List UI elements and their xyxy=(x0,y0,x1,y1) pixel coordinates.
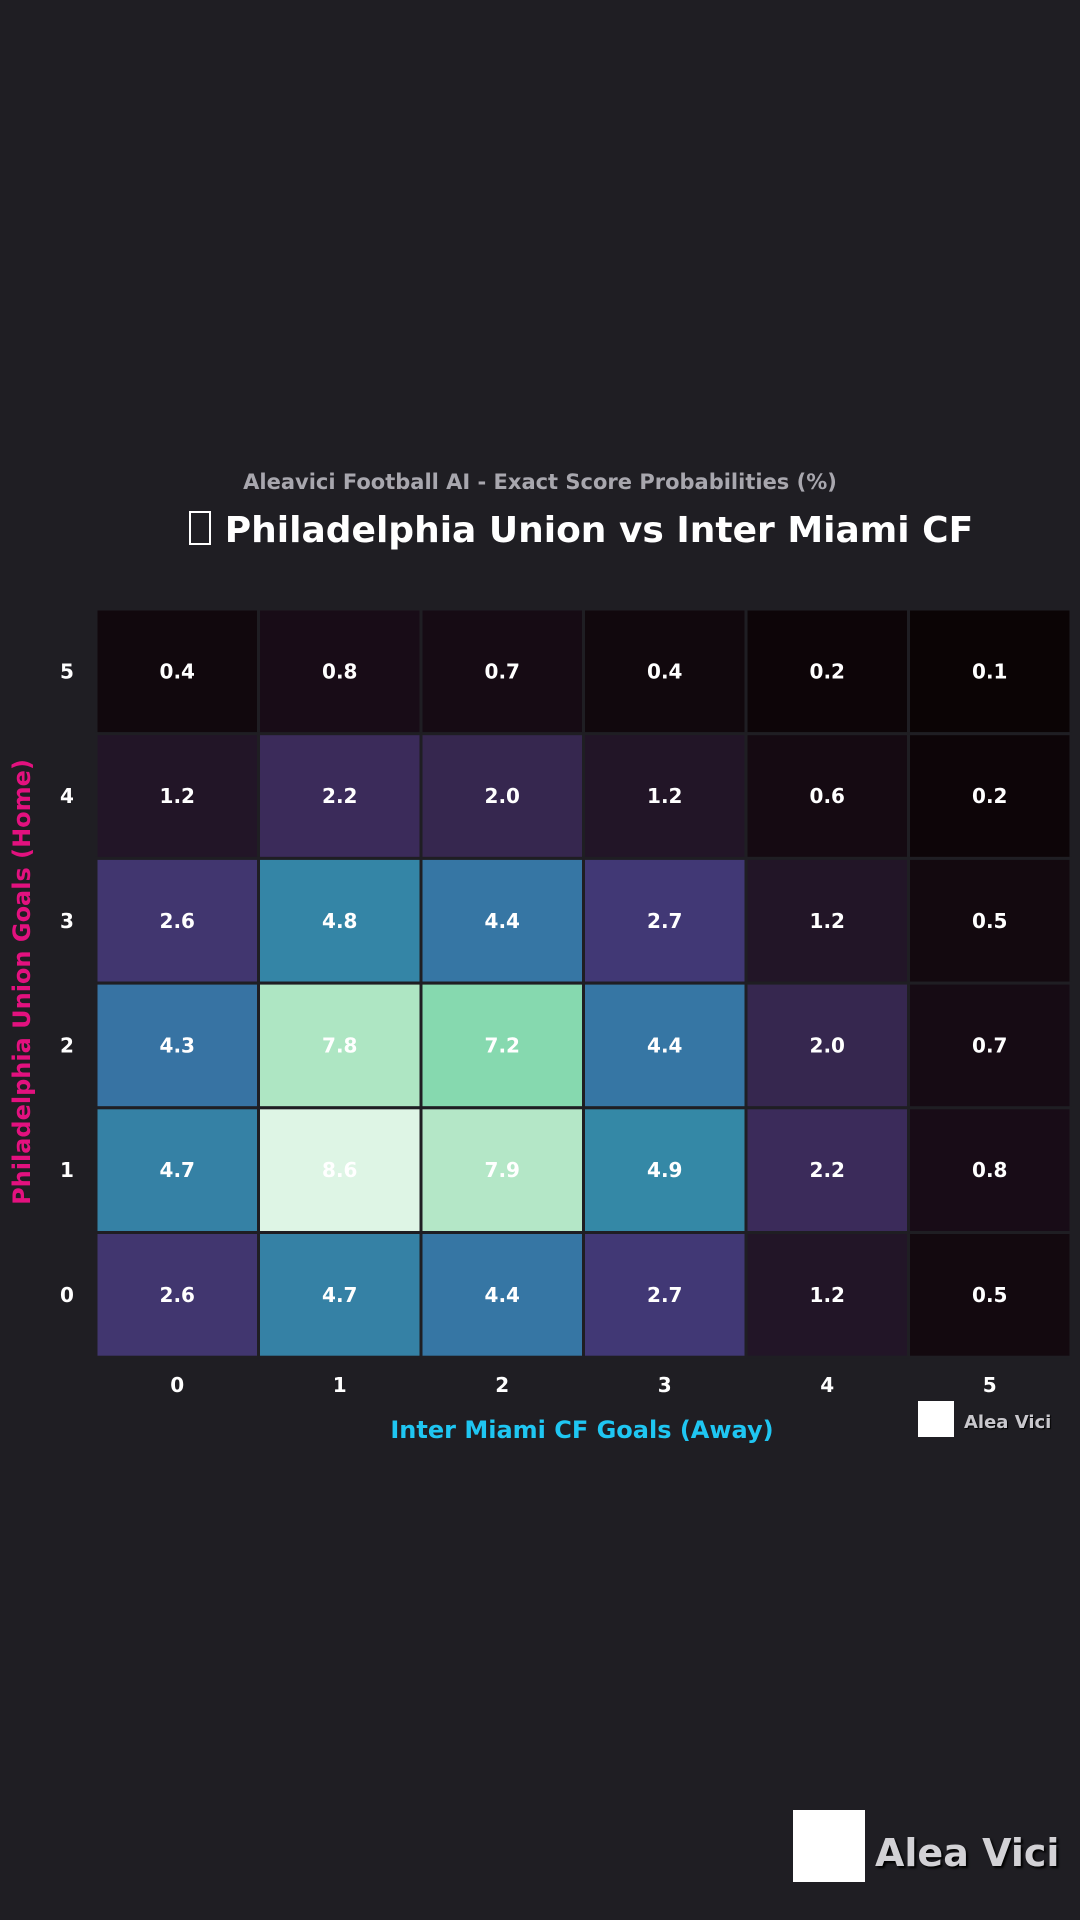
heatmap-cell xyxy=(907,607,1073,736)
y-tick-label: 1 xyxy=(60,1158,74,1182)
cell-value-label: 2.6 xyxy=(160,1283,195,1307)
heatmap-cell xyxy=(907,856,1073,985)
cell-value-label: 2.2 xyxy=(810,1158,845,1182)
y-tick-label: 2 xyxy=(60,1033,74,1057)
y-tick-label: 5 xyxy=(60,659,74,683)
heatmap-cell xyxy=(419,732,585,860)
heatmap-cell xyxy=(744,981,910,1110)
heatmap-cell xyxy=(419,981,585,1110)
cell-value-label: 7.2 xyxy=(485,1033,520,1057)
cell-value-label: 0.1 xyxy=(972,659,1007,683)
brand-logo-small xyxy=(918,1401,954,1437)
cell-value-label: 4.7 xyxy=(322,1283,357,1307)
cell-value-label: 4.8 xyxy=(322,909,357,933)
cell-value-label: 2.0 xyxy=(485,784,520,808)
chart-title-row: Philadelphia Union vs Inter Miami CF xyxy=(0,510,1080,551)
heatmap-cell xyxy=(744,856,910,985)
x-tick-label: 5 xyxy=(983,1373,997,1397)
cell-value-label: 4.3 xyxy=(160,1033,195,1057)
cell-value-label: 0.8 xyxy=(972,1158,1007,1182)
heatmap-cell xyxy=(907,1106,1073,1235)
heatmap-cell xyxy=(419,856,585,985)
heatmap-cell xyxy=(94,607,260,736)
heatmap-cell xyxy=(257,1231,423,1359)
cell-value-label: 2.7 xyxy=(647,909,682,933)
cell-value-label: 4.4 xyxy=(485,1283,520,1307)
missing-glyph-icon xyxy=(188,511,211,545)
x-tick-label: 1 xyxy=(333,1373,347,1397)
cell-value-label: 0.4 xyxy=(160,659,195,683)
cell-value-label: 1.2 xyxy=(810,909,845,933)
cell-value-label: 4.4 xyxy=(485,909,520,933)
y-tick-label: 0 xyxy=(60,1283,74,1307)
cell-value-label: 0.2 xyxy=(972,784,1007,808)
heatmap-cell xyxy=(94,856,260,985)
heatmap-cell xyxy=(257,607,423,736)
cell-value-label: 2.6 xyxy=(160,909,195,933)
heatmap-cell xyxy=(257,856,423,985)
brand-watermark-small: Alea Vici xyxy=(964,1412,1052,1433)
heatmap-cell xyxy=(257,732,423,860)
cell-value-label: 2.2 xyxy=(322,784,357,808)
heatmap-cell xyxy=(907,732,1073,860)
cell-value-label: 0.7 xyxy=(485,659,520,683)
cell-value-label: 0.2 xyxy=(810,659,845,683)
cell-value-label: 1.2 xyxy=(810,1283,845,1307)
cell-value-label: 4.7 xyxy=(160,1158,195,1182)
cell-value-label: 0.5 xyxy=(972,909,1007,933)
cell-value-label: 0.7 xyxy=(972,1033,1007,1057)
cell-value-label: 7.9 xyxy=(485,1158,520,1182)
y-axis-label: Philadelphia Union Goals (Home) xyxy=(8,759,36,1205)
cell-value-label: 0.6 xyxy=(810,784,845,808)
chart-title: Philadelphia Union vs Inter Miami CF xyxy=(224,510,974,551)
x-axis-label: Inter Miami CF Goals (Away) xyxy=(390,1416,774,1444)
cell-value-label: 2.0 xyxy=(810,1033,845,1057)
heatmap-cell xyxy=(257,981,423,1110)
brand-watermark-large: Alea Vici xyxy=(875,1831,1060,1875)
x-tick-label: 2 xyxy=(495,1373,509,1397)
cell-value-label: 7.8 xyxy=(322,1033,357,1057)
heatmap-cell xyxy=(907,1231,1073,1359)
heatmap-cell xyxy=(907,981,1073,1110)
heatmap-cell xyxy=(582,981,748,1110)
cell-value-label: 4.4 xyxy=(647,1033,682,1057)
cell-value-label: 0.5 xyxy=(972,1283,1007,1307)
cell-value-label: 0.8 xyxy=(322,659,357,683)
heatmap-cell xyxy=(94,732,260,860)
y-tick-label: 4 xyxy=(60,784,74,808)
chart-subtitle: Aleavici Football AI - Exact Score Proba… xyxy=(243,470,837,494)
heatmap-cell xyxy=(744,732,910,860)
cell-value-label: 8.6 xyxy=(322,1158,357,1182)
heatmap-cell xyxy=(744,1106,910,1235)
cell-value-label: 1.2 xyxy=(160,784,195,808)
y-tick-label: 3 xyxy=(60,909,74,933)
cell-value-label: 4.9 xyxy=(647,1158,682,1182)
brand-logo-large xyxy=(793,1810,865,1882)
cell-value-label: 1.2 xyxy=(647,784,682,808)
heatmap-cell xyxy=(582,1231,748,1359)
cell-value-label: 2.7 xyxy=(647,1283,682,1307)
heatmap-cell xyxy=(94,1106,260,1235)
cell-value-label: 0.4 xyxy=(647,659,682,683)
x-tick-label: 4 xyxy=(820,1373,834,1397)
heatmap-cell xyxy=(582,1106,748,1235)
heatmap-cell xyxy=(582,856,748,985)
x-tick-label: 0 xyxy=(170,1373,184,1397)
x-tick-label: 3 xyxy=(658,1373,672,1397)
